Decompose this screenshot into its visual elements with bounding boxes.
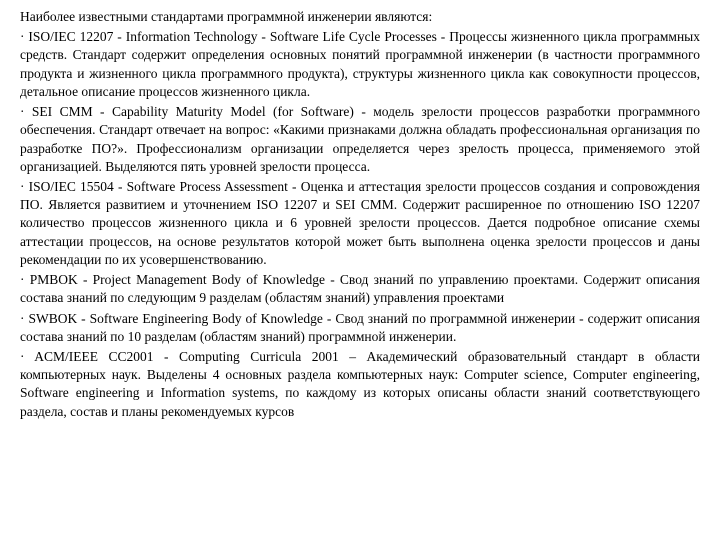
standard-item: · ISO/IEC 15504 - Software Process Asses… bbox=[20, 178, 700, 269]
standard-item: · SEI CMM - Capability Maturity Model (f… bbox=[20, 103, 700, 176]
document-body: Наиболее известными стандартами программ… bbox=[20, 8, 700, 421]
standard-item: · ISO/IEC 12207 - Information Technology… bbox=[20, 28, 700, 101]
standard-item: · ACM/IEEE CC2001 - Computing Curricula … bbox=[20, 348, 700, 421]
standard-item: · SWBOK - Software Engineering Body of K… bbox=[20, 310, 700, 346]
standard-item: · PMBOK - Project Management Body of Kno… bbox=[20, 271, 700, 307]
intro-paragraph: Наиболее известными стандартами программ… bbox=[20, 8, 700, 26]
